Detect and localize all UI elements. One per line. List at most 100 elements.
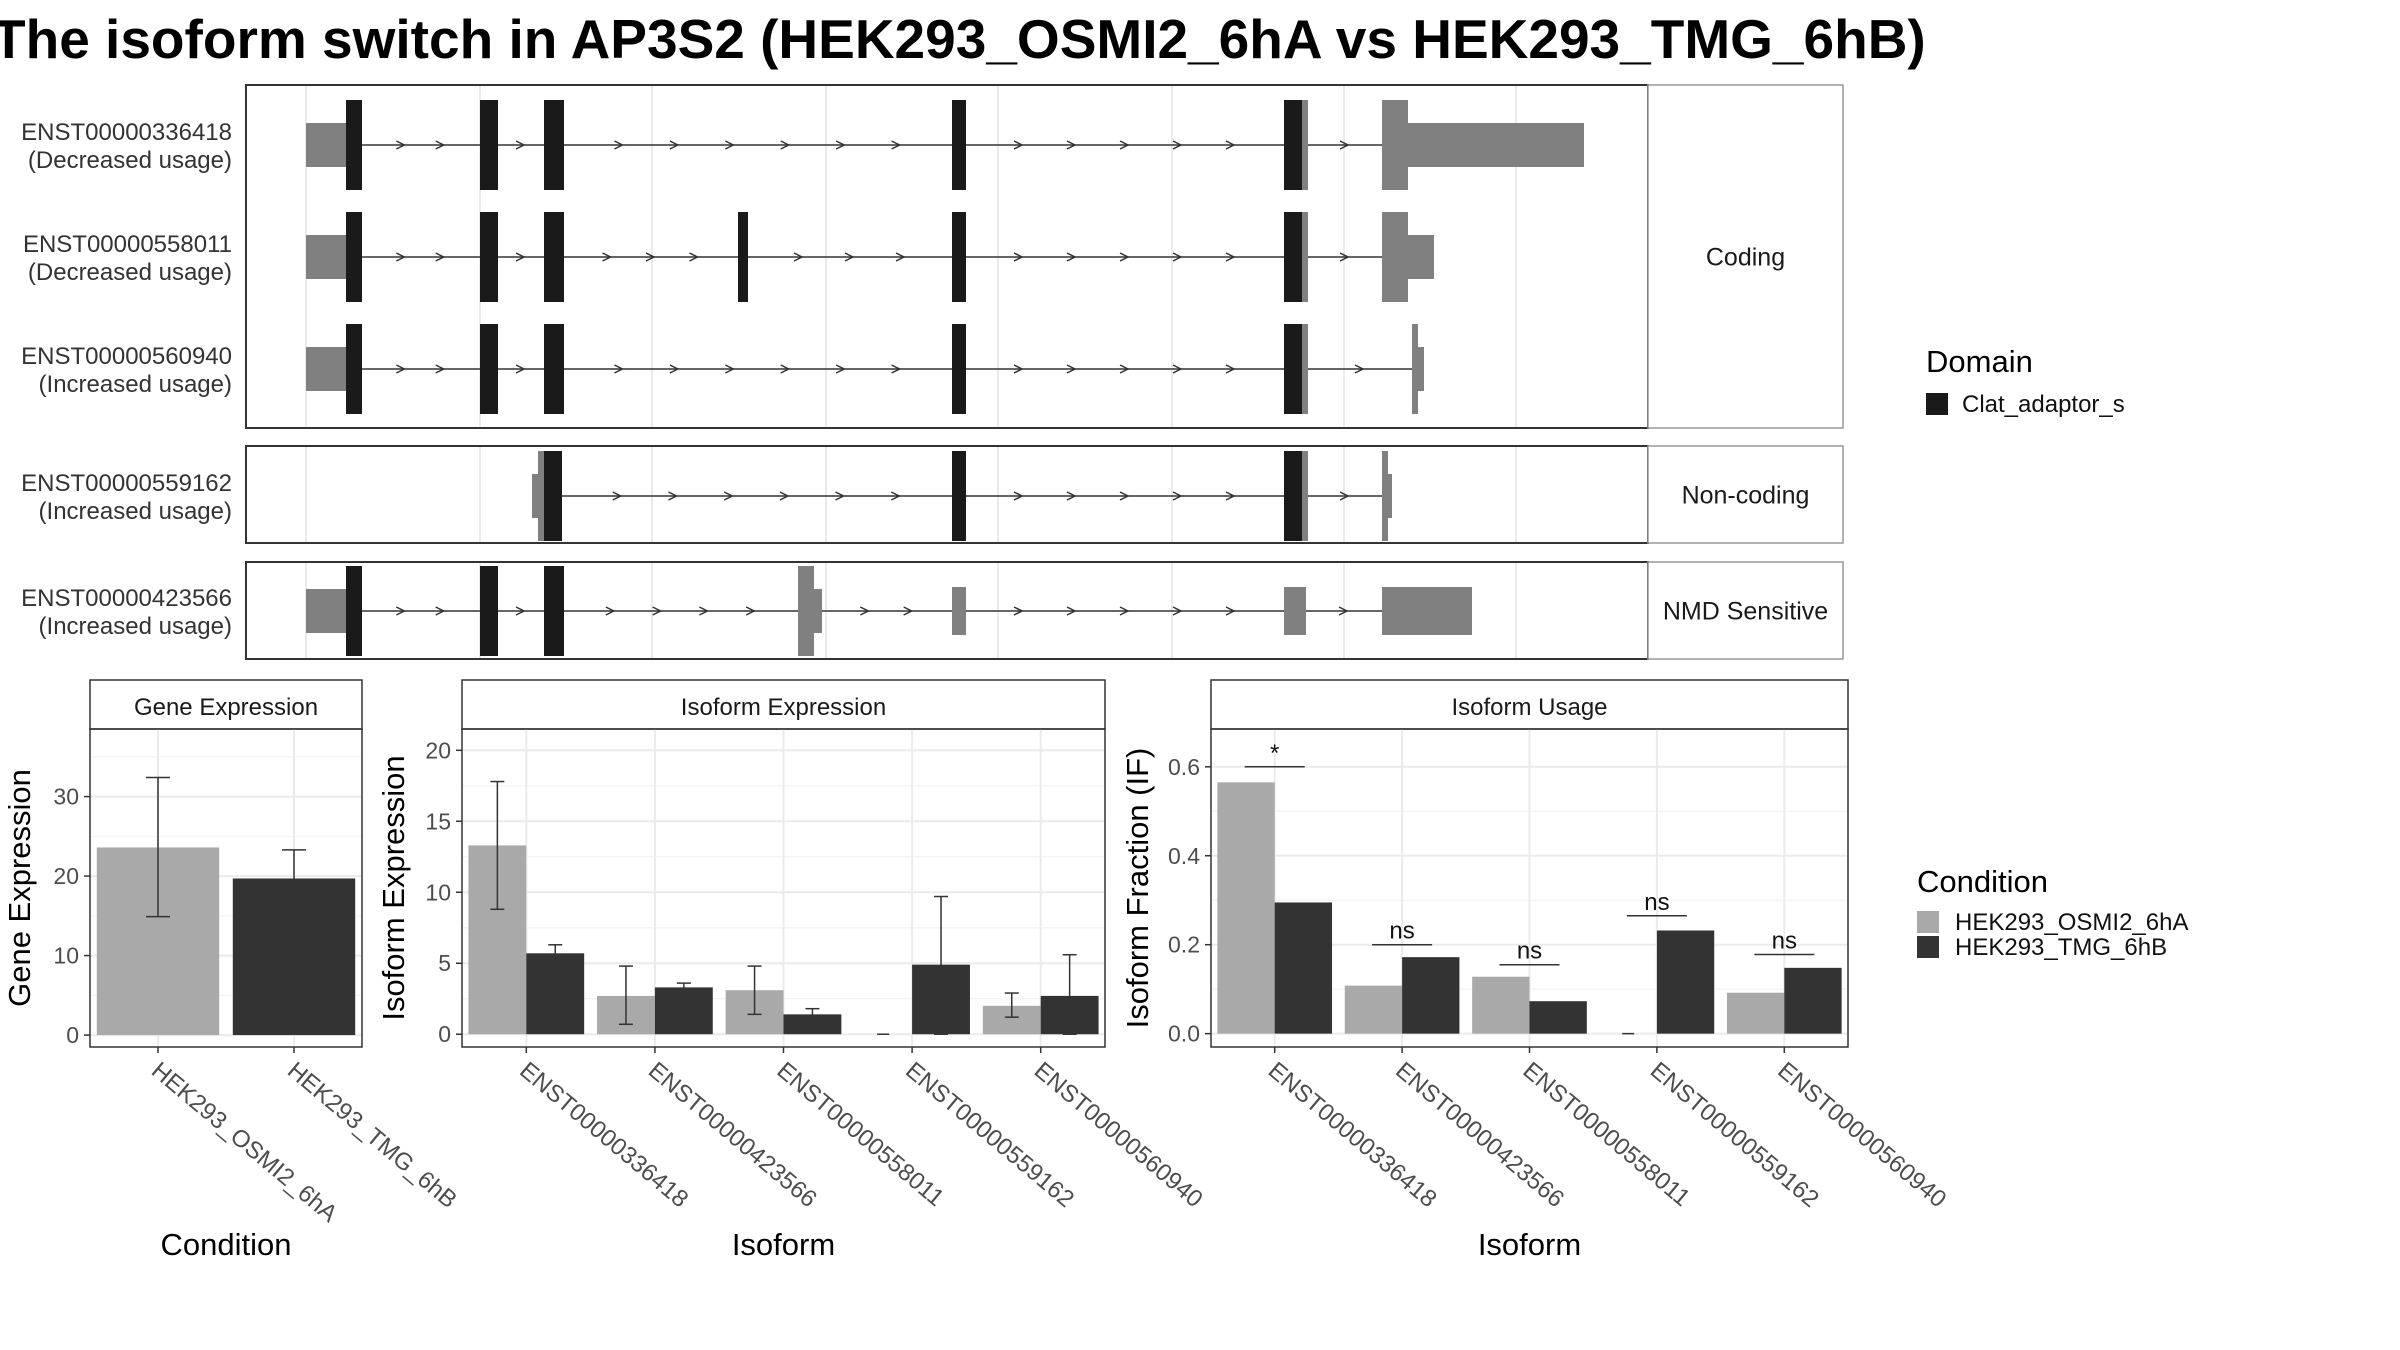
direction-arrow (395, 252, 407, 262)
transcript-id-label: ENST00000423566 (21, 585, 232, 612)
bar (1472, 976, 1530, 1034)
direction-arrow (1119, 606, 1130, 616)
direction-arrow (515, 252, 526, 262)
direction-arrow (1013, 364, 1024, 374)
direction-arrow (435, 606, 446, 616)
direction-arrow (614, 140, 625, 150)
direction-arrow (859, 606, 871, 616)
direction-arrow (645, 252, 656, 262)
direction-arrow (1119, 491, 1130, 501)
bar (1726, 992, 1785, 1034)
direction-arrow (895, 252, 906, 262)
exon-domain (1284, 451, 1302, 541)
direction-arrow (1225, 491, 1236, 501)
direction-arrow (1066, 364, 1077, 374)
direction-arrow (515, 140, 526, 150)
figure-title: The isoform switch in AP3S2 (HEK293_OSMI… (0, 8, 1926, 70)
direction-arrow (435, 140, 446, 150)
exon-utr (1388, 474, 1392, 518)
facet-strip (1647, 84, 1844, 429)
exon-domain (346, 324, 362, 414)
bar (1529, 1001, 1587, 1034)
y-tick-label: 30 (53, 784, 79, 810)
direction-arrow (614, 364, 625, 374)
chart-panel-border (89, 728, 363, 1048)
exon-domain (480, 100, 498, 190)
x-axis-label: Condition (161, 1227, 292, 1262)
x-axis-label: Isoform (732, 1227, 835, 1262)
chart-strip (1210, 679, 1849, 730)
exon-domain (738, 212, 748, 302)
direction-arrow (745, 606, 756, 616)
bar (1784, 967, 1842, 1034)
exon-domain (480, 566, 498, 656)
exon-domain (346, 100, 362, 190)
direction-arrow (669, 140, 680, 150)
exon-domain (544, 566, 564, 656)
y-tick-label: 10 (425, 879, 451, 905)
exon-utr (306, 589, 346, 633)
direction-arrow (835, 491, 846, 501)
exon-domain (480, 324, 498, 414)
condition-legend-swatch (1917, 936, 1939, 958)
y-tick-label: 15 (425, 808, 451, 834)
direction-arrow (699, 606, 710, 616)
transcript-row (306, 324, 1424, 414)
direction-arrow (1172, 140, 1183, 150)
exon-utr (306, 347, 346, 391)
exon-utr (1302, 451, 1308, 541)
direction-arrow (724, 140, 735, 150)
direction-arrow (835, 364, 846, 374)
bar (1217, 782, 1275, 1034)
direction-arrow (1172, 491, 1183, 501)
bar (1402, 957, 1460, 1034)
bar (526, 953, 585, 1035)
direction-arrow (835, 140, 846, 150)
exon-utr (306, 235, 346, 279)
direction-arrow (395, 364, 407, 374)
chart-isoform-expression: Isoform Expression05101520ENST0000033641… (376, 679, 1208, 1262)
condition-legend-label: HEK293_OSMI2_6hA (1955, 909, 2188, 936)
exon-domain (952, 212, 966, 302)
direction-arrow (891, 140, 902, 150)
direction-arrow (612, 491, 623, 501)
significance-label: ns (1517, 938, 1542, 965)
exon-utr (306, 123, 346, 167)
direction-arrow (793, 252, 804, 262)
direction-arrow (395, 606, 407, 616)
domain-legend-title: Domain (1926, 344, 2033, 379)
significance-label: * (1270, 740, 1279, 767)
direction-arrow (1119, 252, 1130, 262)
bar (783, 1014, 842, 1035)
direction-arrow (779, 491, 790, 501)
domain-legend: Domain Clat_adaptor_s (1926, 344, 2125, 418)
facet-strip-label: Coding (1706, 244, 1785, 272)
y-axis-label: Isoform Expression (376, 755, 411, 1020)
exon-domain (544, 451, 562, 541)
y-tick-label: 0.2 (1168, 932, 1200, 958)
domain-legend-label: Clat_adaptor_s (1962, 391, 2125, 418)
exon-utr (1302, 212, 1308, 302)
exon-utr (1418, 347, 1424, 391)
bar (1344, 985, 1403, 1034)
y-tick-label: 0.6 (1168, 754, 1200, 780)
direction-arrow (1013, 606, 1024, 616)
y-tick-label: 0.4 (1168, 843, 1200, 869)
direction-arrow (903, 606, 914, 616)
direction-arrow (1339, 140, 1350, 150)
direction-arrow (780, 364, 791, 374)
direction-arrow (1119, 364, 1130, 374)
exon-domain (544, 324, 564, 414)
exon-utr (1412, 324, 1418, 414)
direction-arrow (1172, 364, 1183, 374)
exon-utr (814, 589, 822, 633)
y-tick-label: 5 (438, 950, 451, 976)
direction-arrow (1119, 140, 1130, 150)
y-tick-label: 0 (66, 1022, 79, 1048)
exon-domain (346, 566, 362, 656)
significance-label: ns (1389, 918, 1414, 945)
y-tick-label: 0.0 (1168, 1021, 1200, 1047)
